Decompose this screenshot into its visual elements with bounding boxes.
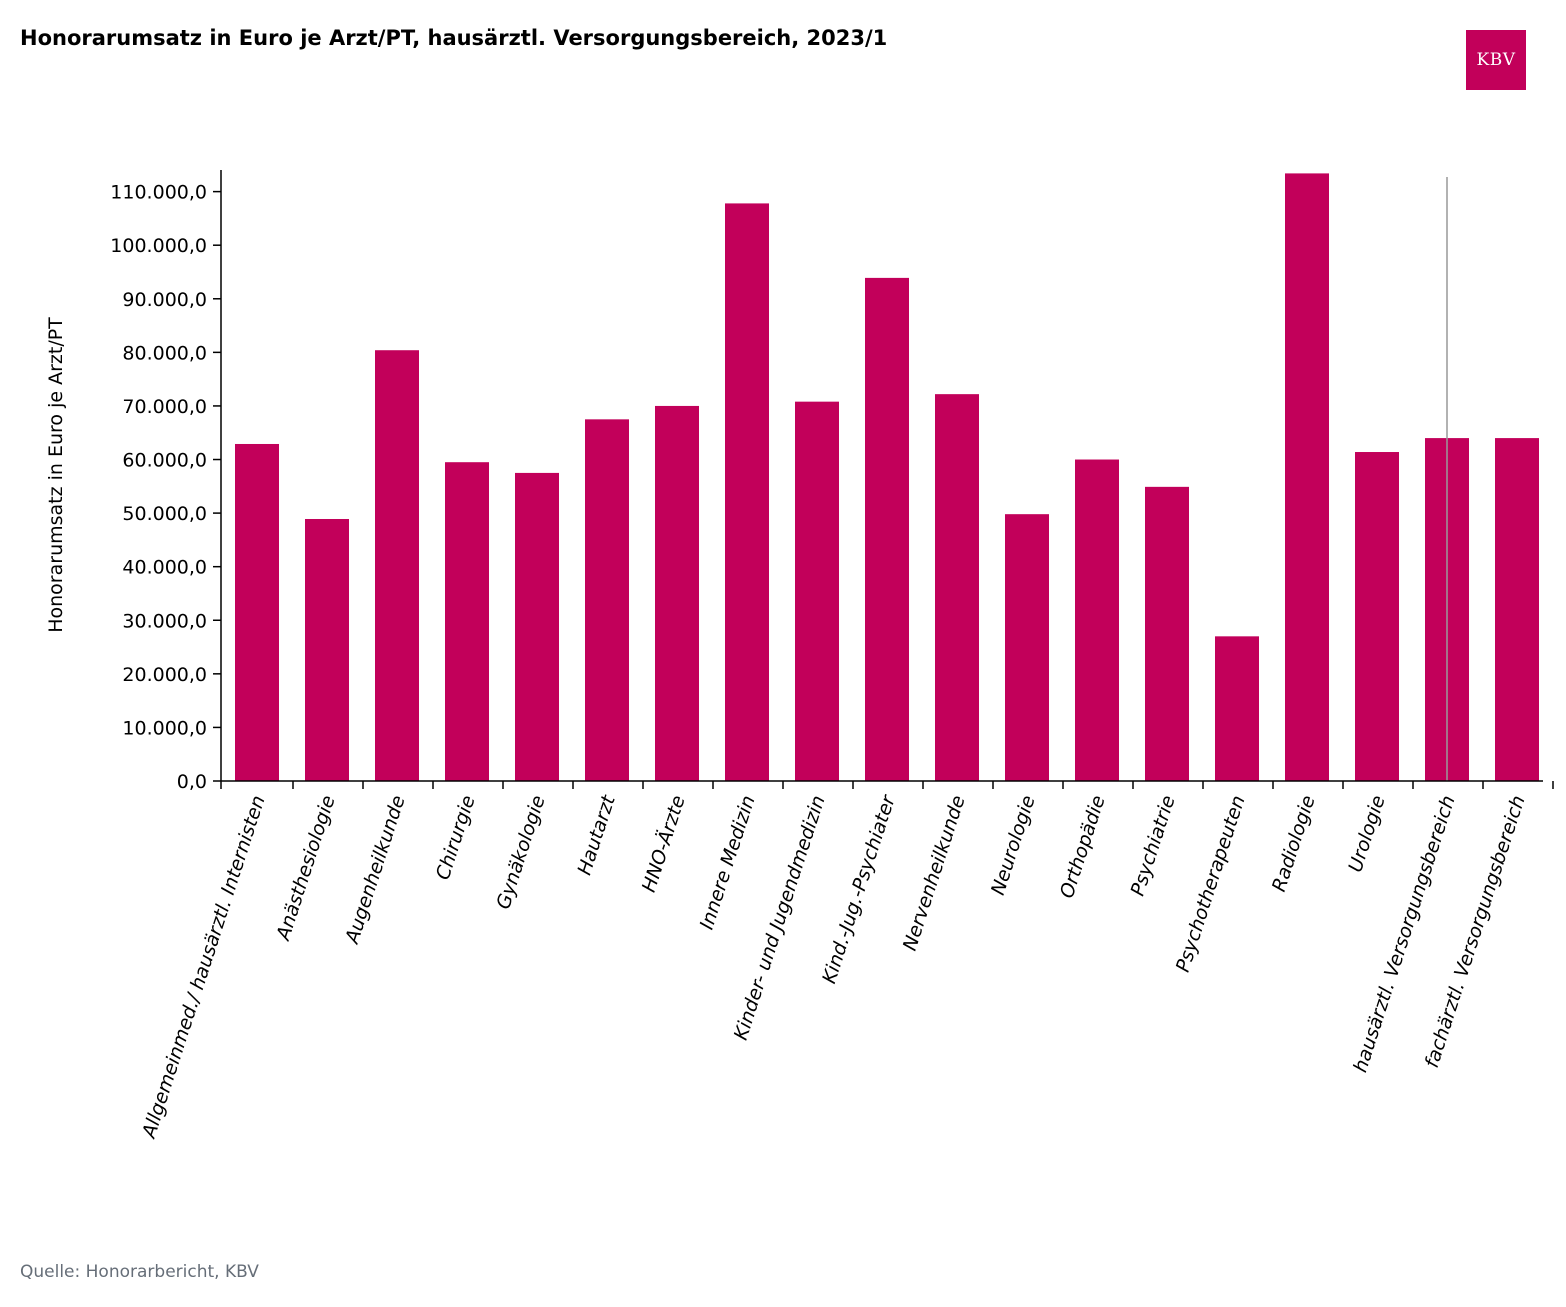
- bar: [725, 203, 769, 781]
- bar: [235, 443, 279, 781]
- bar: [515, 472, 559, 781]
- bar: [305, 518, 349, 781]
- bar: [375, 350, 419, 781]
- x-tick-label: Radiologie: [1268, 793, 1320, 895]
- y-tick-label: 0,0: [177, 771, 207, 793]
- x-axis: Allgemeinmed./ hausärztl. Internisten Anä…: [137, 780, 1554, 1143]
- y-tick-label: 60.000,0: [122, 450, 207, 472]
- y-tick-label: 100.000,0: [110, 235, 207, 257]
- x-tick-label: Innere Medizin: [696, 793, 760, 933]
- y-tick-label: 70.000,0: [122, 396, 207, 418]
- x-tick-label: Augenheilkunde: [341, 793, 410, 948]
- x-tick-label: Neurologie: [987, 793, 1040, 898]
- bar: [1005, 514, 1049, 781]
- bar: [865, 277, 909, 781]
- y-tick-label: 40.000,0: [122, 557, 207, 579]
- bar: [935, 394, 979, 781]
- y-tick-label: 110.000,0: [110, 182, 207, 204]
- x-tick-label: Allgemeinmed./ hausärztl. Internisten: [137, 793, 269, 1143]
- bar: [655, 405, 699, 781]
- bar: [1495, 438, 1539, 781]
- y-tick-label: 10.000,0: [122, 717, 207, 739]
- x-tick-label: HNO-Ärzte: [637, 792, 690, 894]
- x-tick-label: Orthopädie: [1056, 793, 1110, 901]
- bar: [1355, 452, 1399, 781]
- bar: [1075, 459, 1119, 781]
- y-tick-label: 30.000,0: [122, 610, 207, 632]
- y-tick-label: 20.000,0: [122, 664, 207, 686]
- x-tick-label: Anästhesiologie: [272, 793, 340, 945]
- x-tick-label: Urologie: [1344, 793, 1389, 875]
- bar: [1215, 636, 1259, 781]
- x-tick-label: Gynäkologie: [492, 793, 549, 912]
- y-axis: 0,0 10.000,0 20.000,0 30.000,0 40.000,0 50.00…: [110, 170, 222, 793]
- x-tick-label: Psychiatrie: [1127, 793, 1180, 899]
- y-tick-label: 90.000,0: [122, 289, 207, 311]
- y-tick-label: 50.000,0: [122, 503, 207, 525]
- source-note: Quelle: Honorarbericht, KBV: [20, 1262, 259, 1282]
- chart-title: Honorarumsatz in Euro je Arzt/PT, hausär…: [20, 26, 888, 50]
- kbv-logo: KBV: [1466, 30, 1526, 90]
- x-tick-label: Kind.-Jug.-Psychiater: [818, 792, 900, 987]
- bar: [795, 401, 839, 781]
- y-axis-label: Honorarumsatz in Euro je Arzt/PT: [45, 317, 67, 633]
- bar: [585, 419, 629, 781]
- bar: [1145, 486, 1189, 781]
- y-tick-label: 80.000,0: [122, 342, 207, 364]
- bar: [1285, 173, 1329, 781]
- x-tick-label: Nervenheilkunde: [899, 793, 970, 954]
- x-tick-label: Hautarzt: [573, 791, 620, 878]
- kbv-logo-text: KBV: [1476, 50, 1516, 70]
- bars: [235, 173, 1539, 781]
- x-tick-label: Chirurgie: [432, 793, 480, 883]
- x-tick-label: Psychotherapeuten: [1172, 793, 1250, 975]
- bar: [445, 462, 489, 781]
